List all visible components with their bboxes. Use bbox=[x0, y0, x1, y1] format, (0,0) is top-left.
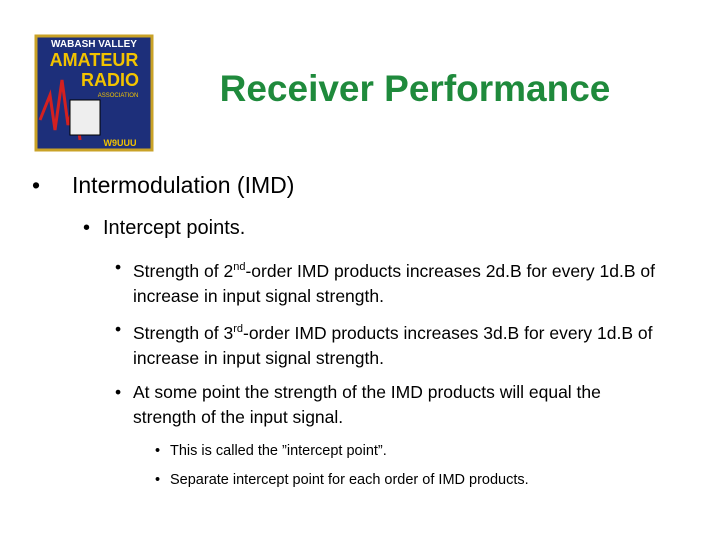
title: Receiver Performance bbox=[219, 68, 611, 109]
bullet: Separate intercept point for each order … bbox=[155, 472, 529, 488]
bullet: At some point the strength of the IMD pr… bbox=[115, 380, 663, 430]
text: -order IMD products increases 3d.B for e… bbox=[133, 322, 653, 368]
logo-radio bbox=[69, 99, 101, 136]
bullet: Intercept points. bbox=[83, 217, 245, 240]
logo-line: RADIO bbox=[81, 70, 139, 90]
logo-line: WABASH VALLEY bbox=[51, 39, 137, 50]
bullet: Strength of 2nd-order IMD products incre… bbox=[115, 255, 663, 309]
logo-line: ASSOCIATION bbox=[98, 93, 139, 99]
bullet: Strength of 3rd-order IMD products incre… bbox=[115, 317, 663, 371]
text: Strength of 2 bbox=[133, 260, 234, 281]
superscript: nd bbox=[233, 261, 246, 273]
logo-line: AMATEUR bbox=[50, 50, 139, 70]
bullet: Intermodulation (IMD) bbox=[32, 172, 294, 199]
logo: WABASH VALLEY AMATEUR RADIO ASSOCIATION … bbox=[34, 34, 154, 152]
text: -order IMD products increases 2d.B for e… bbox=[133, 260, 655, 306]
superscript: rd bbox=[233, 323, 243, 335]
logo-callsign: W9UUU bbox=[104, 138, 137, 148]
bullet: This is called the ”intercept point”. bbox=[155, 443, 387, 459]
text: Strength of 3 bbox=[133, 322, 234, 343]
